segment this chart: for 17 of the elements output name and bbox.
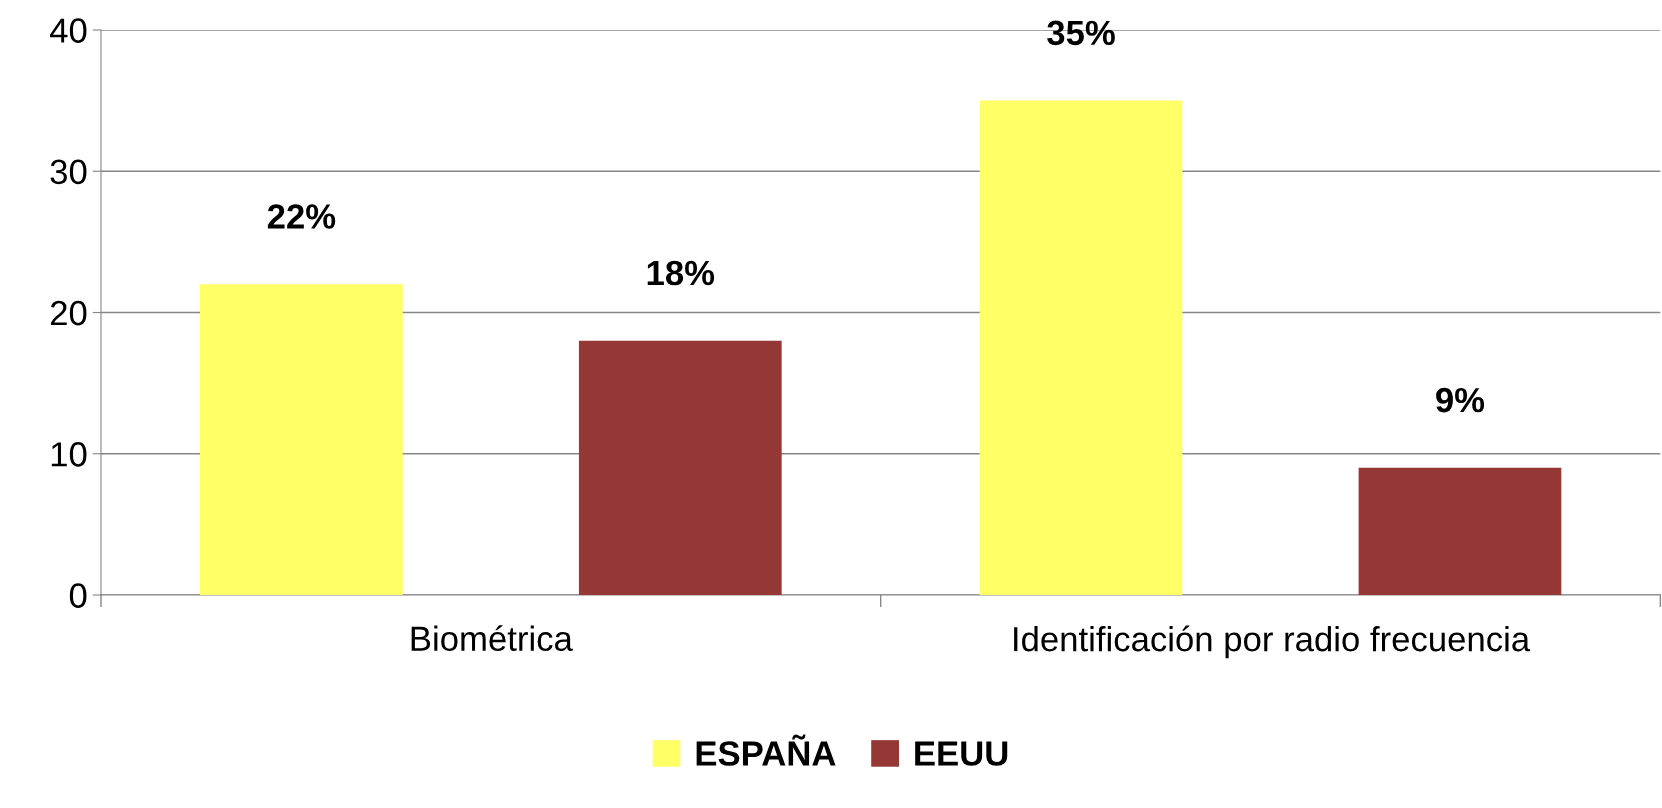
data-label: 22%	[267, 204, 336, 229]
data-label: 9%	[1436, 387, 1485, 413]
y-tick-label: 0	[69, 583, 87, 608]
data-label: 18%	[647, 260, 715, 286]
y-tick-label: 40	[49, 18, 87, 43]
x-tick-label: Biométrica	[411, 625, 573, 652]
data-label: 35%	[1047, 20, 1115, 46]
y-tick-label: 20	[50, 300, 87, 326]
x-tick-label: Identificación por radio frecuencia	[1014, 625, 1531, 659]
bar	[578, 340, 782, 595]
bar	[200, 284, 403, 595]
legend-label: ESPAÑA	[696, 734, 836, 766]
bar	[979, 100, 1183, 595]
bar	[1358, 467, 1562, 595]
legend-label: EEUU	[915, 741, 1008, 766]
y-tick-label: 10	[51, 442, 87, 467]
y-tick-label: 30	[50, 159, 87, 185]
